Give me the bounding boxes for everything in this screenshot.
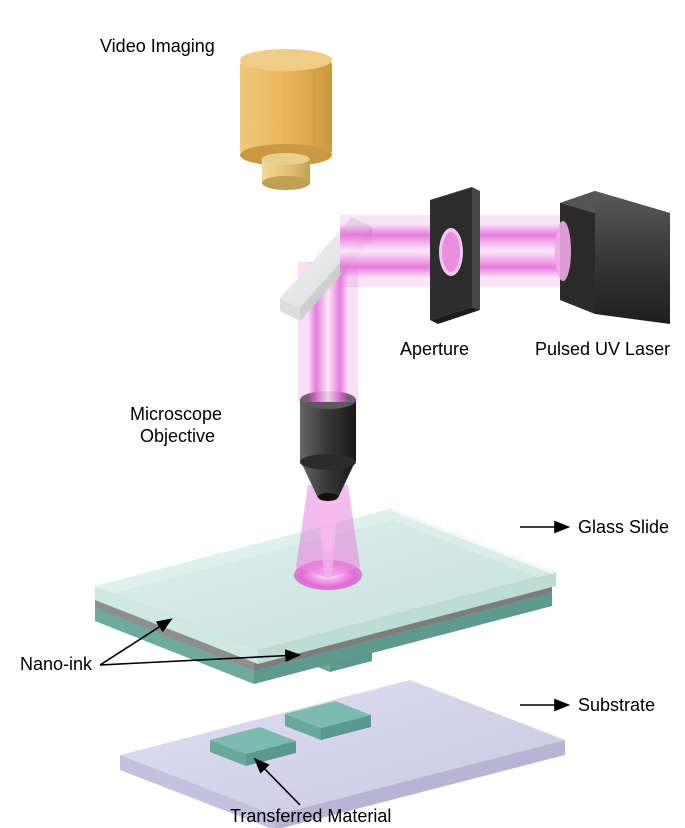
label-pulsed-uv-laser: Pulsed UV Laser: [535, 339, 670, 359]
video-imaging-camera: [240, 49, 332, 190]
label-substrate: Substrate: [578, 695, 655, 715]
microscope-objective: [300, 391, 356, 501]
diagram-root: Video Imaging Pulsed UV Laser Aperture M…: [0, 0, 685, 828]
label-nano-ink: Nano-ink: [20, 654, 93, 674]
label-glass-slide: Glass Slide: [578, 517, 669, 537]
label-microscope-objective-l1: Microscope: [130, 404, 222, 424]
aperture: [430, 187, 480, 324]
label-microscope-objective-l2: Objective: [140, 426, 215, 446]
label-transferred-material: Transferred Material: [230, 806, 391, 826]
label-video-imaging: Video Imaging: [100, 36, 215, 56]
label-aperture: Aperture: [400, 339, 469, 359]
pulsed-uv-laser: [555, 191, 670, 324]
